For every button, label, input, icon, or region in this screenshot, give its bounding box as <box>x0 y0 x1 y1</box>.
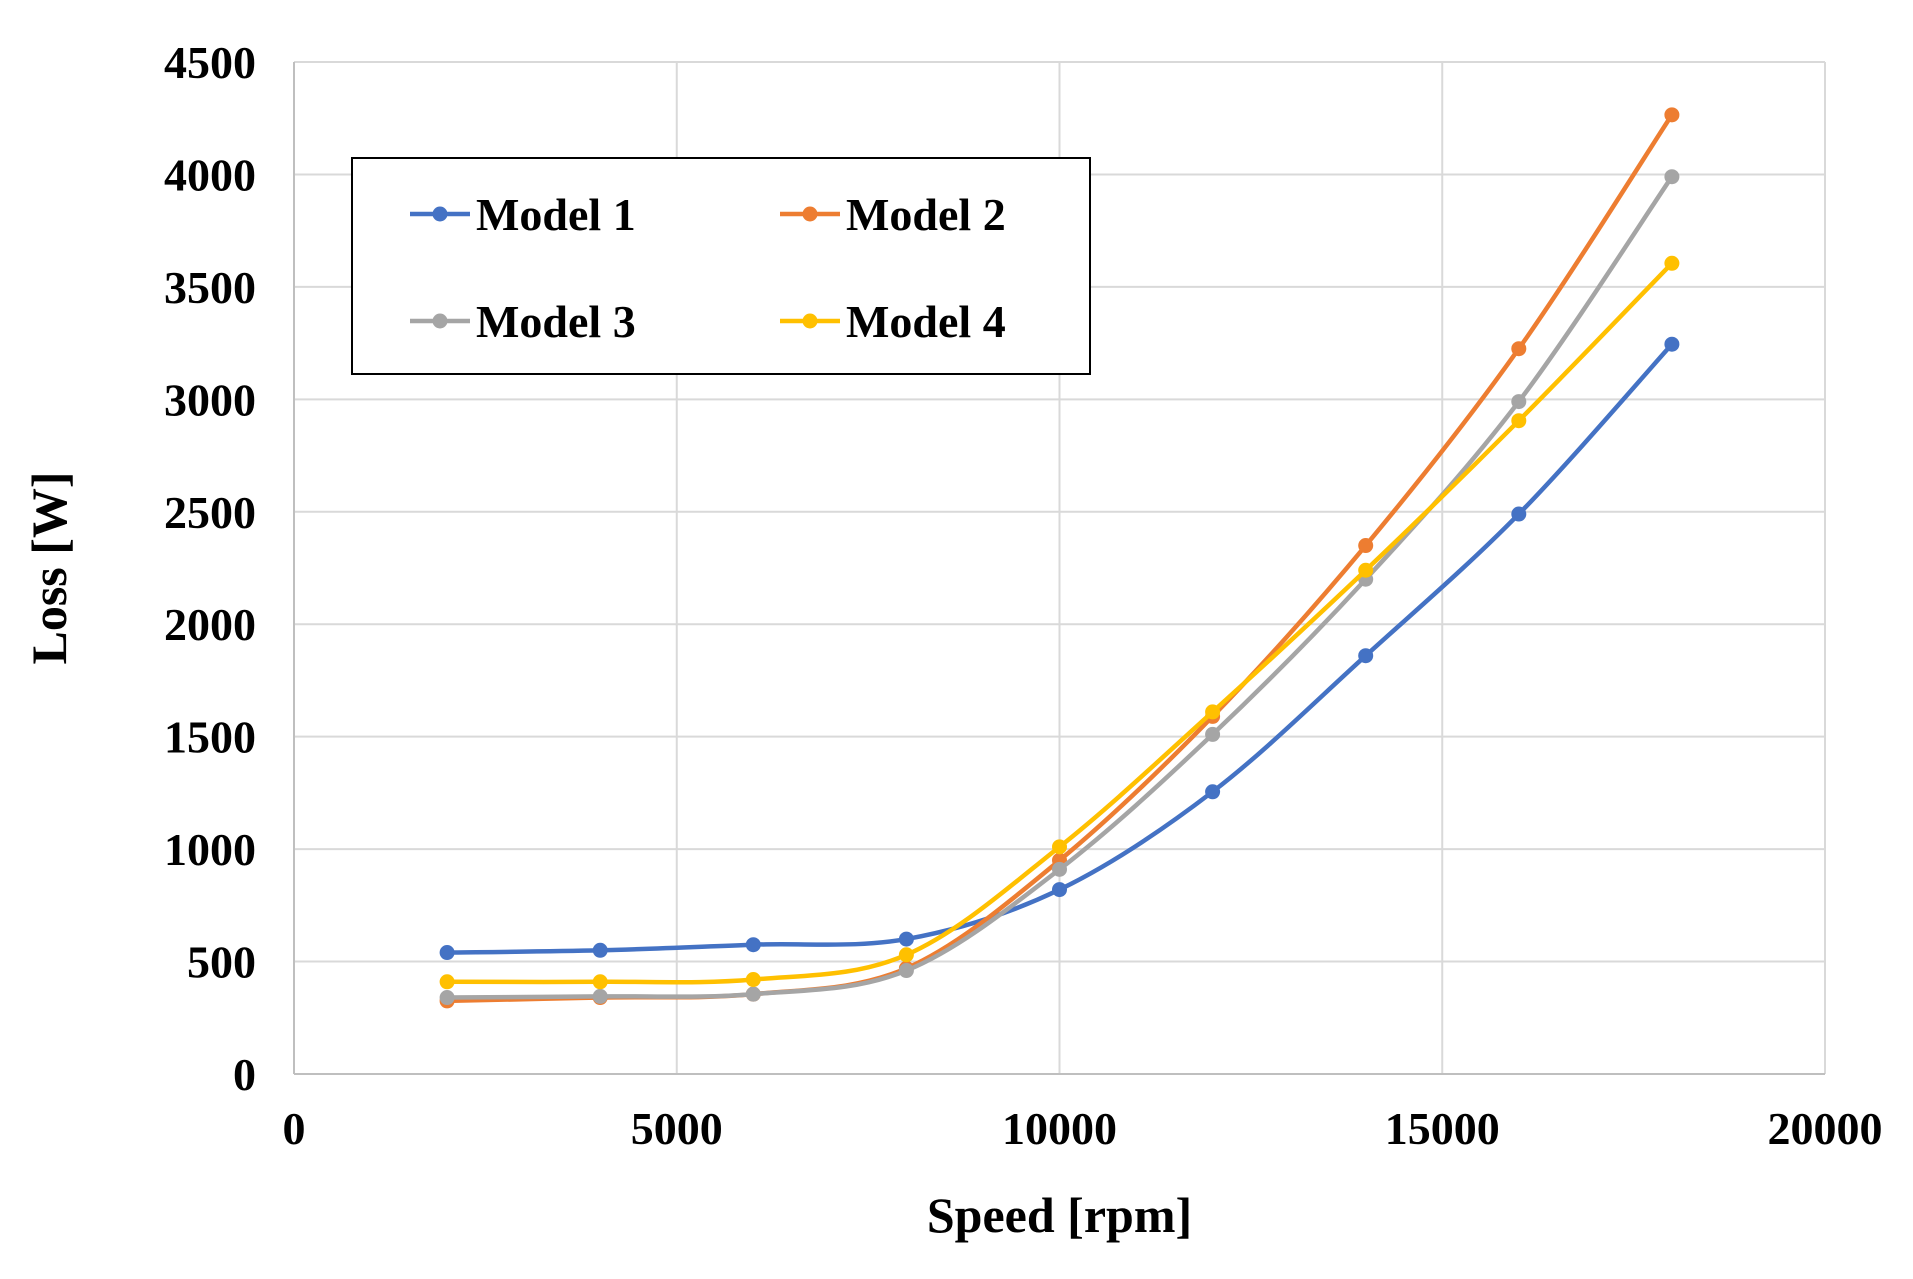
legend-item-model-2: Model 2 <box>780 189 1006 240</box>
data-point-model-4 <box>1205 704 1221 720</box>
data-point-model-4 <box>439 974 455 990</box>
legend-swatch-marker <box>802 313 818 329</box>
x-tick-label: 15000 <box>1385 1103 1500 1154</box>
series-model-3 <box>439 169 1680 1006</box>
legend-item-model-3: Model 3 <box>410 296 636 347</box>
y-tick-label: 2500 <box>164 487 256 538</box>
legend-swatch-marker <box>802 206 818 222</box>
data-point-model-3 <box>592 988 608 1004</box>
series-line-model-4 <box>444 261 1675 985</box>
legend-label: Model 4 <box>846 296 1006 347</box>
y-tick-label: 2000 <box>164 599 256 650</box>
x-tick-label: 0 <box>283 1103 306 1154</box>
data-point-model-1 <box>1052 882 1067 898</box>
axes <box>293 62 1825 1075</box>
y-tick-label: 3000 <box>164 374 256 425</box>
data-point-model-4 <box>745 972 761 988</box>
data-point-model-4 <box>1358 562 1374 578</box>
data-point-model-2 <box>1511 341 1527 357</box>
data-point-model-3 <box>439 990 455 1006</box>
data-point-model-3 <box>745 986 761 1002</box>
legend-item-model-1: Model 1 <box>410 189 636 240</box>
data-point-model-4 <box>1664 255 1680 271</box>
y-axis-title: Loss [W] <box>21 471 77 664</box>
legend-label: Model 3 <box>476 296 636 347</box>
legend-label: Model 1 <box>476 189 636 240</box>
legend-label: Model 2 <box>846 189 1006 240</box>
data-point-model-1 <box>1664 336 1680 352</box>
data-point-model-3 <box>1205 726 1221 742</box>
data-point-model-3 <box>898 963 914 979</box>
data-point-model-3 <box>1052 861 1067 877</box>
data-point-model-1 <box>1358 648 1374 664</box>
data-point-model-3 <box>1511 394 1527 410</box>
data-point-model-4 <box>1052 839 1067 855</box>
data-point-model-1 <box>1205 784 1221 800</box>
legend-swatch-marker <box>432 206 448 222</box>
data-point-model-2 <box>1664 107 1680 123</box>
series-model-4 <box>439 255 1680 990</box>
y-tick-label: 500 <box>187 937 256 988</box>
data-point-model-1 <box>439 945 455 961</box>
legend-box <box>351 157 1091 375</box>
y-tick-label: 0 <box>233 1049 256 1100</box>
data-point-model-1 <box>898 931 914 947</box>
x-tick-label: 20000 <box>1768 1103 1883 1154</box>
data-point-model-3 <box>1664 169 1680 185</box>
series-lines <box>439 107 1680 1009</box>
y-tick-label: 3500 <box>164 262 256 313</box>
data-point-model-4 <box>1511 413 1527 429</box>
series-line-model-3 <box>444 174 1675 1000</box>
tick-labels: 0 500 1000 1500 2000 2500 3000 3500 4000 4500 0 500… <box>164 37 1883 1154</box>
x-axis-title: Speed [rpm] <box>927 1187 1192 1243</box>
legend-swatch-marker <box>432 313 448 329</box>
y-tick-label: 4000 <box>164 149 256 200</box>
x-tick-label: 5000 <box>631 1103 723 1154</box>
data-point-model-1 <box>745 937 761 953</box>
y-tick-label: 4500 <box>164 37 256 88</box>
data-point-model-4 <box>898 947 914 963</box>
series-line-model-1 <box>444 341 1675 955</box>
data-point-model-1 <box>592 942 608 958</box>
y-tick-label: 1000 <box>164 824 256 875</box>
x-tick-label: 10000 <box>1002 1103 1117 1154</box>
legend: Model 1 Model 2 Model 3 Model 4 <box>351 157 1091 375</box>
data-point-model-2 <box>1358 538 1374 554</box>
y-tick-label: 1500 <box>164 712 256 763</box>
data-point-model-1 <box>1511 506 1527 522</box>
data-point-model-4 <box>592 974 608 990</box>
series-model-1 <box>439 336 1680 961</box>
legend-item-model-4: Model 4 <box>780 296 1006 347</box>
